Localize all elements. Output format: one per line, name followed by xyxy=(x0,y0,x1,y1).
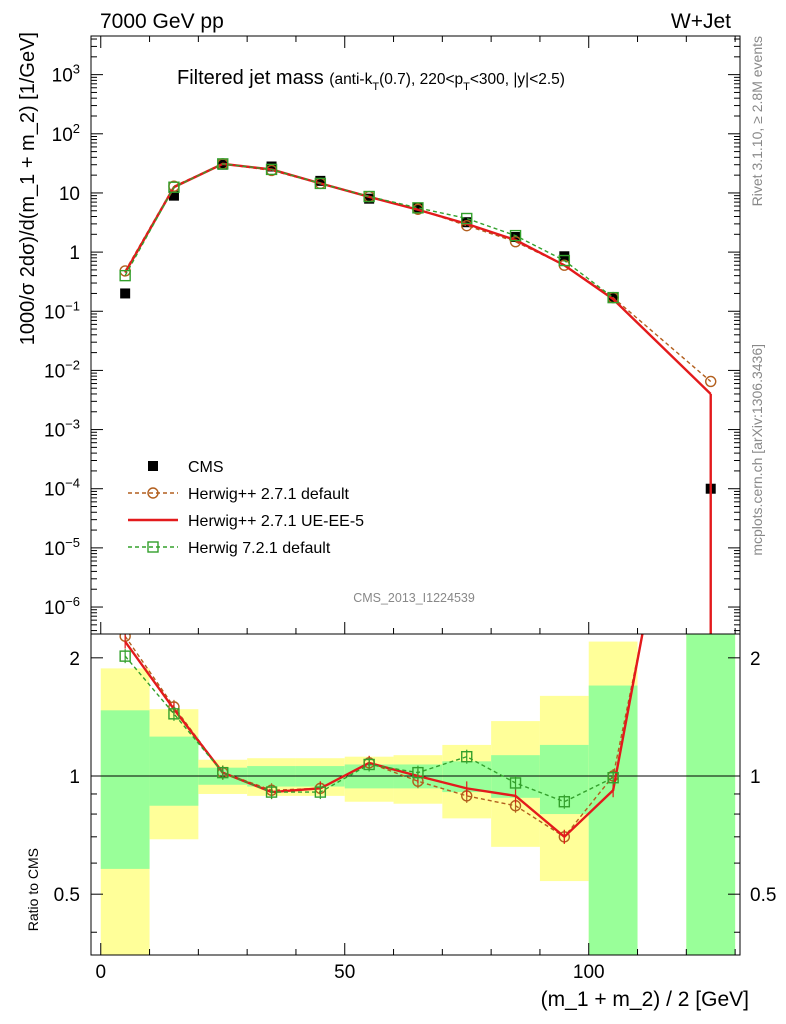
series-line xyxy=(124,162,712,395)
main-panel: 10−6 10−5 10−4 10−3 10−2 10−1 1 10 102 103 xyxy=(44,35,741,635)
data-point xyxy=(266,161,277,172)
y-tick-label: 10−1 xyxy=(44,298,80,323)
ratio-point xyxy=(265,786,278,798)
series-point xyxy=(314,177,327,190)
x-tick-label: 0 xyxy=(95,962,106,983)
uncertainty-band-inner xyxy=(588,685,638,955)
legend-swatch-marker xyxy=(147,541,159,553)
ratio-y-axis-label: Ratio to CMS xyxy=(25,848,41,931)
ratio-panel: 0.5 0.5 1 1 2 2 0 50 100 xyxy=(54,633,776,983)
ratio-y-tick-label-right: 0.5 xyxy=(750,885,776,906)
series-point xyxy=(705,375,717,388)
legend-swatch-marker xyxy=(147,487,159,499)
data-point xyxy=(559,251,570,262)
series-herwig-2-7-1-ue-ee-5 xyxy=(124,162,712,395)
ratio-point xyxy=(119,650,131,662)
data-point xyxy=(120,288,131,299)
rivet-version-label: Rivet 3.1.10, ≥ 2.8M events xyxy=(749,36,765,206)
series-herwig-2-7-1-default xyxy=(119,158,717,388)
legend-swatch xyxy=(148,461,158,471)
ratio-y-tick-label: 0.5 xyxy=(54,885,80,906)
data-point xyxy=(168,190,179,201)
series-point xyxy=(461,212,473,225)
legend-item: Herwig 7.2.1 default xyxy=(128,540,331,557)
header-right: W+Jet xyxy=(671,10,731,33)
ratio-point xyxy=(314,786,327,798)
ratio-y-tick-label: 2 xyxy=(69,649,80,670)
legend-item: Herwig++ 2.7.1 default xyxy=(128,486,350,503)
series-line xyxy=(124,163,614,299)
title-cut: (anti-kT(0.7), 220<pT<300, |y|<2.5) xyxy=(329,71,565,93)
y-tick-label: 1 xyxy=(69,243,80,264)
series-point xyxy=(363,190,375,203)
ratio-point xyxy=(168,708,180,720)
y-tick-label: 10−4 xyxy=(44,476,80,501)
data-point xyxy=(364,193,375,204)
header-left: 7000 GeV pp xyxy=(100,10,224,33)
y-axis-label: 1000/σ 2dσ)/d(m_1 + m_2) [1/GeV] xyxy=(17,32,39,345)
x-tick-label: 100 xyxy=(573,962,605,983)
x-tick-label: 50 xyxy=(334,962,355,983)
series-point xyxy=(119,269,131,282)
ratio-y-tick-label: 1 xyxy=(69,767,80,788)
title-main: Filtered jet mass xyxy=(177,67,324,89)
legend-label: Herwig++ 2.7.1 UE-EE-5 xyxy=(188,513,364,530)
uncertainty-band-inner xyxy=(686,634,736,955)
y-tick-label: 10−6 xyxy=(44,594,80,619)
ratio-point xyxy=(558,796,571,808)
series-point xyxy=(412,202,424,214)
ratio-y-tick-label-right: 1 xyxy=(750,767,761,788)
series-herwig-7-2-1-default xyxy=(119,158,619,304)
series-point xyxy=(607,291,619,304)
ratio-point xyxy=(607,772,619,784)
ratio-point xyxy=(461,750,473,763)
data-point xyxy=(412,203,423,214)
y-tick-label: 103 xyxy=(52,62,80,87)
ratio-point xyxy=(509,777,522,789)
ratio-point xyxy=(363,758,375,771)
y-tick-label: 102 xyxy=(52,121,80,146)
analysis-id: CMS_2013_I1224539 xyxy=(353,591,475,605)
series-point xyxy=(217,158,229,170)
series-point xyxy=(265,163,278,176)
ratio-series-herwig-7-2-1-default xyxy=(119,649,619,809)
ratio-plot-frame xyxy=(90,633,741,956)
y-tick-label: 10 xyxy=(59,184,80,205)
chart-title: Filtered jet mass (anti-kT(0.7), 220<pT<… xyxy=(177,67,565,93)
series-point xyxy=(168,181,180,193)
ratio-point xyxy=(412,766,424,779)
series-point xyxy=(509,229,522,242)
ratio-series xyxy=(119,634,644,844)
ratio-line xyxy=(124,634,644,839)
legend-label: CMS xyxy=(188,459,224,476)
series-point xyxy=(558,254,571,267)
mcplots-label: mcplots.cern.ch [arXiv:1306.3436] xyxy=(749,344,765,556)
y-tick-label: 10−5 xyxy=(44,535,80,560)
y-tick-label: 10−3 xyxy=(44,417,80,442)
series-line xyxy=(124,163,712,383)
data-point xyxy=(461,217,472,228)
data-point xyxy=(315,175,326,186)
ratio-y-tick-label-right: 2 xyxy=(750,649,761,670)
uncertainty-band-inner xyxy=(100,710,150,869)
legend-item: Herwig++ 2.7.1 UE-EE-5 xyxy=(128,513,364,530)
y-tick-label: 10−2 xyxy=(44,357,80,382)
x-axis-label: (m_1 + m_2) / 2 [GeV] xyxy=(541,988,749,1011)
legend-item: CMS xyxy=(148,459,224,476)
legend-label: Herwig++ 2.7.1 default xyxy=(188,486,350,503)
ratio-point xyxy=(217,766,229,779)
legend: CMS Herwig++ 2.7.1 default Herwig++ 2.7.1 … xyxy=(128,459,364,557)
legend-label: Herwig 7.2.1 default xyxy=(188,540,331,557)
uncertainty-band-inner xyxy=(149,736,199,806)
